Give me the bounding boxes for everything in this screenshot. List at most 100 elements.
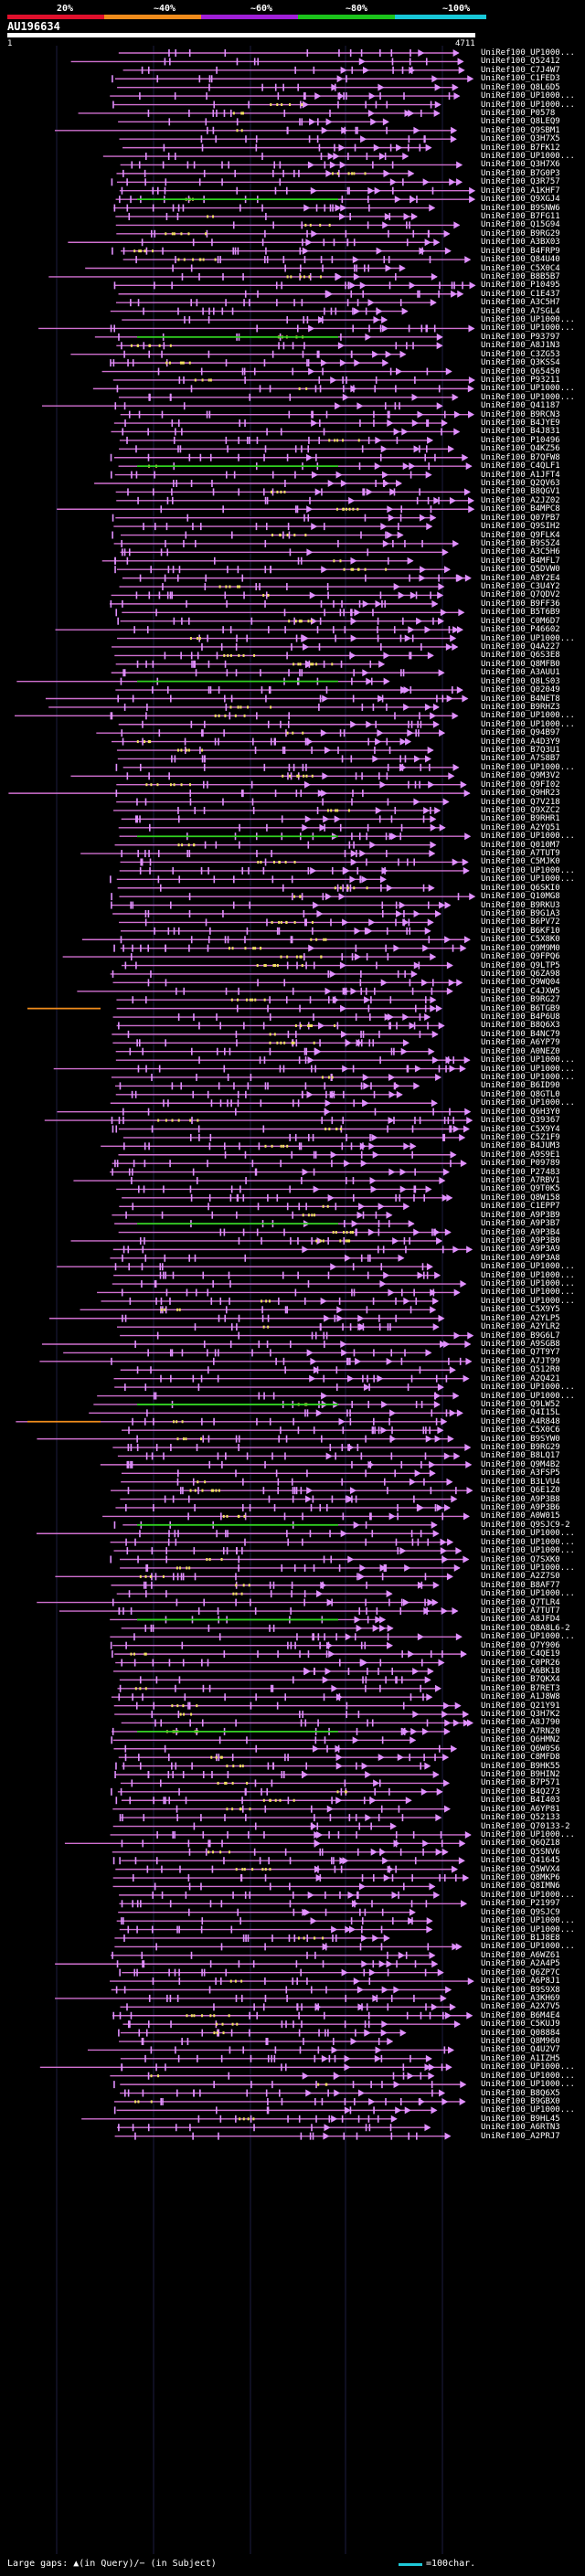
hit-label[interactable]: UniRef100_B8AF77	[481, 1580, 560, 1590]
hit-label[interactable]: UniRef100_A9P3B9	[481, 1210, 560, 1220]
hit-label[interactable]: UniRef100_B4FRP9	[481, 246, 560, 256]
hit-label[interactable]: UniRef100_Q9FLK4	[481, 530, 560, 540]
hit-label[interactable]: UniRef100_Q9SJC9	[481, 1907, 560, 1917]
hit-label[interactable]: UniRef100_Q7V218	[481, 797, 560, 807]
hit-label[interactable]: UniRef100_UP1000...	[481, 2062, 575, 2072]
hit-label[interactable]: UniRef100_B8Q6X3	[481, 1021, 560, 1031]
hit-label[interactable]: UniRef100_Q02049	[481, 685, 560, 695]
hit-label[interactable]: UniRef100_Q41645	[481, 1856, 560, 1866]
hit-label[interactable]: UniRef100_B6ID90	[481, 1081, 560, 1091]
hit-label[interactable]: UniRef100_Q5DVW0	[481, 565, 560, 575]
hit-label[interactable]: UniRef100_Q4KZ56	[481, 444, 560, 454]
hit-label[interactable]: UniRef100_B8LQ17	[481, 1451, 560, 1461]
hit-label[interactable]: UniRef100_UP1000...	[481, 633, 575, 643]
hit-label[interactable]: UniRef100_Q3KSS4	[481, 358, 560, 368]
hit-label[interactable]: UniRef100_C5X9Y5	[481, 1305, 560, 1315]
hit-label[interactable]: UniRef100_UP1000...	[481, 1537, 575, 1547]
hit-label[interactable]: UniRef100_B7G0P3	[481, 168, 560, 178]
hit-label[interactable]: UniRef100_A7TUT9	[481, 849, 560, 859]
hit-label[interactable]: UniRef100_Q07PB7	[481, 513, 560, 523]
hit-label[interactable]: UniRef100_C4QE19	[481, 1649, 560, 1659]
hit-label[interactable]: UniRef100_Q3H7X6	[481, 160, 560, 170]
hit-label[interactable]: UniRef100_Q9FPQ6	[481, 952, 560, 962]
hit-label[interactable]: UniRef100_Q6E1Z0	[481, 1486, 560, 1496]
hit-label[interactable]: UniRef100_A3C5H7	[481, 298, 560, 308]
hit-label[interactable]: UniRef100_UP1000...	[481, 865, 575, 875]
hit-label[interactable]: UniRef100_B9S9X8	[481, 1985, 560, 1995]
hit-label[interactable]: UniRef100_A2YLP5	[481, 1313, 560, 1323]
hit-label[interactable]: UniRef100_B9S5Z4	[481, 538, 560, 548]
hit-label[interactable]: UniRef100_A3BX03	[481, 238, 560, 248]
hit-label[interactable]: UniRef100_Q9M9M0	[481, 943, 560, 953]
hit-label[interactable]: UniRef100_A2Q421	[481, 1373, 560, 1383]
hit-label[interactable]: UniRef100_UP1000...	[481, 762, 575, 772]
hit-label[interactable]: UniRef100_UP1000...	[481, 2080, 575, 2090]
hit-label[interactable]: UniRef100_Q9LTP5	[481, 960, 560, 970]
hit-label[interactable]: UniRef100_A4D3Y9	[481, 737, 560, 747]
hit-label[interactable]: UniRef100_A9S9E1	[481, 1150, 560, 1160]
hit-label[interactable]: UniRef100_C5X0C6	[481, 1426, 560, 1436]
hit-label[interactable]: UniRef100_Q9HR23	[481, 789, 560, 799]
hit-label[interactable]: UniRef100_Q52412	[481, 57, 560, 67]
hit-label[interactable]: UniRef100_B7QFW8	[481, 452, 560, 462]
hit-label[interactable]: UniRef100_C5MJK0	[481, 857, 560, 867]
hit-label[interactable]: UniRef100_B9RCN3	[481, 409, 560, 419]
hit-label[interactable]: UniRef100_B8B5B7	[481, 271, 560, 281]
hit-label[interactable]: UniRef100_Q6ZP7C	[481, 1967, 560, 1977]
hit-label[interactable]: UniRef100_B7FK12	[481, 143, 560, 153]
hit-label[interactable]: UniRef100_Q010M7	[481, 840, 560, 850]
hit-label[interactable]: UniRef100_B4J831	[481, 427, 560, 437]
hit-label[interactable]: UniRef100_Q4U2V7	[481, 2045, 560, 2055]
hit-label[interactable]: UniRef100_Q65450	[481, 366, 560, 376]
hit-label[interactable]: UniRef100_Q15G94	[481, 220, 560, 230]
hit-label[interactable]: UniRef100_B1J8E8	[481, 1933, 560, 1943]
hit-label[interactable]: UniRef100_P93797	[481, 332, 560, 342]
hit-label[interactable]: UniRef100_B6KF10	[481, 926, 560, 936]
hit-label[interactable]: UniRef100_Q94B97	[481, 728, 560, 738]
hit-label[interactable]: UniRef100_P10495	[481, 281, 560, 291]
hit-label[interactable]: UniRef100_A9P3B0	[481, 1235, 560, 1246]
hit-label[interactable]: UniRef100_B9GBX0	[481, 2096, 560, 2106]
hit-label[interactable]: UniRef100_Q7T9Y7	[481, 1348, 560, 1358]
hit-label[interactable]: UniRef100_A2YQ51	[481, 822, 560, 832]
hit-label[interactable]: UniRef100_Q9XGJ4	[481, 195, 560, 205]
hit-label[interactable]: UniRef100_A6WZ61	[481, 1950, 560, 1960]
hit-label[interactable]: UniRef100_C5X8K0	[481, 935, 560, 945]
hit-label[interactable]: UniRef100_UP1000...	[481, 1072, 575, 1082]
hit-label[interactable]: UniRef100_B9RG29	[481, 228, 560, 239]
hit-label[interactable]: UniRef100_A3KH69	[481, 1993, 560, 2003]
hit-label[interactable]: UniRef100_UP1000...	[481, 1288, 575, 1298]
hit-label[interactable]: UniRef100_Q8IMN6	[481, 1882, 560, 1892]
hit-label[interactable]: UniRef100_Q70133-2	[481, 1821, 570, 1831]
hit-label[interactable]: UniRef100_B4JUM3	[481, 1141, 560, 1151]
hit-label[interactable]: UniRef100_B3LVU4	[481, 1477, 560, 1487]
hit-label[interactable]: UniRef100_UP1000...	[481, 323, 575, 334]
hit-label[interactable]: UniRef100_UP1000...	[481, 1589, 575, 1599]
hit-label[interactable]: UniRef100_A6YP81	[481, 1804, 560, 1814]
hit-label[interactable]: UniRef100_UP1000...	[481, 1391, 575, 1401]
hit-label[interactable]: UniRef100_A2X7V5	[481, 2002, 560, 2012]
hit-label[interactable]: UniRef100_Q84U40	[481, 255, 560, 265]
hit-label[interactable]: UniRef100_A7S8B7	[481, 754, 560, 764]
hit-label[interactable]: UniRef100_UP1000...	[481, 1890, 575, 1900]
hit-label[interactable]: UniRef100_B9G1A3	[481, 909, 560, 918]
hit-label[interactable]: UniRef100_UP1000...	[481, 1098, 575, 1108]
hit-label[interactable]: UniRef100_A3C5H6	[481, 547, 560, 557]
hit-label[interactable]: UniRef100_A1IZH5	[481, 2053, 560, 2063]
hit-label[interactable]: UniRef100_A1J8W8	[481, 1692, 560, 1702]
hit-label[interactable]: UniRef100_B9HIN2	[481, 1770, 560, 1779]
hit-label[interactable]: UniRef100_B9RHZ3	[481, 702, 560, 712]
hit-label[interactable]: UniRef100_B4Q273	[481, 1786, 560, 1797]
hit-label[interactable]: UniRef100_A7RN20	[481, 1726, 560, 1736]
hit-label[interactable]: UniRef100_Q8LS03	[481, 676, 560, 686]
hit-label[interactable]: UniRef100_Q6ZA98	[481, 969, 560, 979]
hit-label[interactable]: UniRef100_Q8LEQ9	[481, 117, 560, 127]
hit-label[interactable]: UniRef100_C4QLF1	[481, 461, 560, 472]
hit-label[interactable]: UniRef100_C5Z1F9	[481, 1132, 560, 1142]
hit-label[interactable]: UniRef100_B9RKU3	[481, 900, 560, 910]
hit-label[interactable]: UniRef100_A8Y2E4	[481, 573, 560, 583]
hit-label[interactable]: UniRef100_C1EPP7	[481, 1202, 560, 1212]
hit-label[interactable]: UniRef100_C5KUJ9	[481, 2019, 560, 2030]
hit-label[interactable]: UniRef100_C0M6D7	[481, 616, 560, 626]
hit-label[interactable]: UniRef100_Q9M3V2	[481, 771, 560, 781]
